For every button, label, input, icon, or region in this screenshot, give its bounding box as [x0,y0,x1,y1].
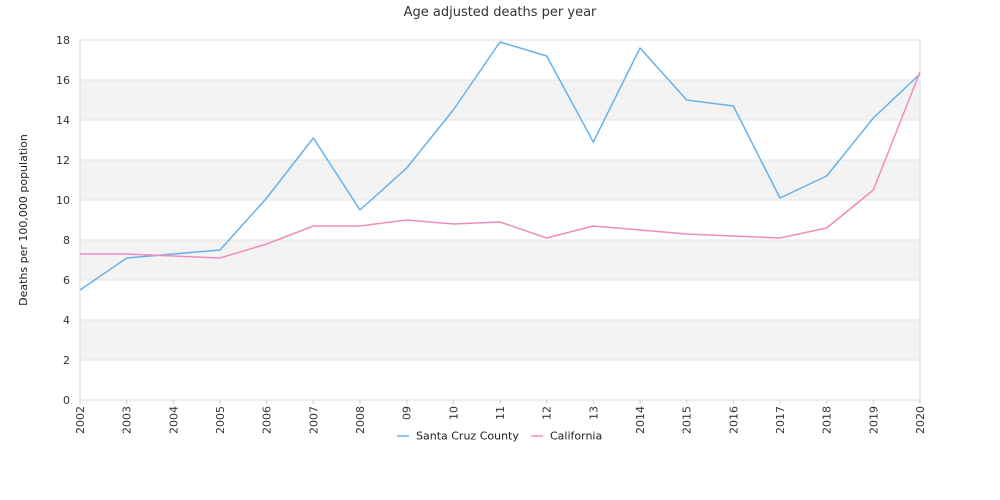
x-tick-label: 13 [587,406,600,420]
x-tick-label: 2005 [214,406,227,434]
y-tick-label: 10 [56,194,70,207]
x-tick-label: 2007 [307,406,320,434]
grid-band [80,320,920,360]
series-line-2 [80,71,921,259]
legend: Santa Cruz County California [397,430,602,443]
x-tick-label: 2008 [354,406,367,434]
legend-label: California [550,430,602,443]
legend-label: Santa Cruz County [416,430,519,443]
x-tick-label: 2003 [121,406,134,434]
grid-band [80,240,920,280]
x-tick-label: 2014 [634,406,647,434]
y-tick-label: 16 [56,74,70,87]
y-tick-label: 18 [56,34,70,47]
y-tick-label: 4 [63,314,70,327]
grid-band [80,160,920,200]
x-tick-label: 2017 [774,406,787,434]
chart-title: Age adjusted deaths per year [404,5,597,20]
y-tick-label: 14 [56,114,70,127]
y-tick-label: 12 [56,154,70,167]
grid-bands [80,80,920,360]
x-tick-label: 2020 [914,406,927,434]
y-tick-label: 0 [63,394,70,407]
x-tick-label: 2016 [727,406,740,434]
x-tick-label: 11 [494,406,507,420]
x-axis-ticks: 2002 2003 2004 2005 2006 2007 2008 09 10 11 12 13 20… [74,400,927,434]
x-tick-label: 2018 [821,406,834,434]
y-tick-label: 2 [63,354,70,367]
x-tick-label: 2004 [167,406,180,434]
y-axis-ticks: 0 2 4 6 8 10 12 14 16 18 [56,34,70,407]
series-layer [79,41,921,291]
x-tick-label: 12 [541,406,554,420]
x-tick-label: 2002 [74,406,87,434]
x-tick-label: 10 [447,406,460,420]
x-tick-label: 2019 [867,406,880,434]
y-tick-label: 8 [63,234,70,247]
y-axis-label: Deaths per 100,000 population [17,134,30,306]
y-tick-label: 6 [63,274,70,287]
x-tick-label: 09 [401,406,414,420]
grid-band [80,80,920,120]
series-line-1 [79,41,921,291]
x-tick-label: 2015 [681,406,694,434]
x-tick-label: 2006 [261,406,274,434]
